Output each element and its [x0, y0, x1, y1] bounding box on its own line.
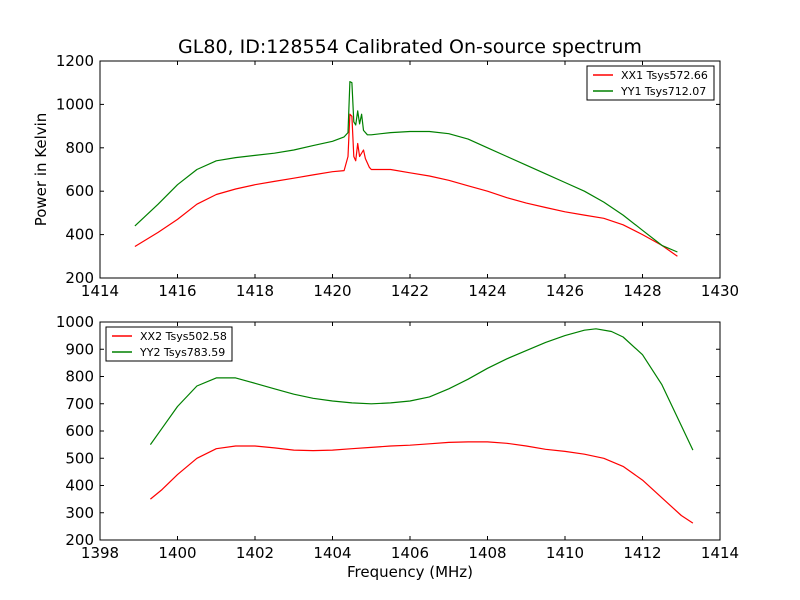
x-tick-label: 1422: [391, 282, 429, 300]
y-tick-label: 300: [65, 504, 94, 522]
y-tick-label: 200: [65, 531, 94, 549]
y-axis-label: Power in Kelvin: [32, 113, 50, 227]
x-axis-label: Frequency (MHz): [347, 563, 473, 581]
bottom-plot: 1398 1400 1402 1404 1406 1408 1410 1412 1414 200 3…: [56, 313, 739, 562]
x-tick-label: 1408: [468, 544, 506, 562]
y-tick-label: 400: [65, 226, 94, 244]
x-tick-label: 1404: [313, 544, 351, 562]
y-tick-label: 800: [65, 368, 94, 386]
y-tick-label: 900: [65, 340, 94, 358]
series-line-1-1: [134, 113, 678, 257]
figure-title: GL80, ID:128554 Calibrated On-source spe…: [178, 36, 642, 58]
y-tick-label: 1200: [56, 52, 94, 70]
x-tick-label: 1400: [158, 544, 196, 562]
x-tick-label: 1416: [158, 282, 196, 300]
y-tick-label: 400: [65, 477, 94, 495]
top-plot: 1414 1416 1418 1420 1422 1424 1426 1428 1430 200 4…: [32, 52, 739, 300]
series-line-2-2: [149, 328, 694, 451]
legend: XX1 Tsys572.66 YY1 Tsys712.07: [586, 65, 715, 101]
x-tick-label: 1414: [701, 544, 739, 562]
y-tick-label: 200: [65, 269, 94, 287]
y-tick-label: 700: [65, 395, 94, 413]
y-tick-label: 1000: [56, 95, 94, 113]
x-tick-label: 1420: [313, 282, 351, 300]
x-tick-label: 1414: [81, 282, 119, 300]
legend-label: XX1 Tsys572.66: [621, 69, 708, 82]
y-tick-label: 600: [65, 182, 94, 200]
legend-label: XX2 Tsys502.58: [140, 330, 227, 343]
x-tick-label: 1398: [81, 544, 119, 562]
y-tick-label: 600: [65, 422, 94, 440]
legend: XX2 Tsys502.58 YY2 Tsys783.59: [105, 326, 233, 362]
x-tick-label: 1410: [546, 544, 584, 562]
legend-box: [105, 326, 233, 362]
x-tick-label: 1428: [623, 282, 661, 300]
series-line-2-1: [150, 441, 694, 524]
y-tick-label: 500: [65, 449, 94, 467]
series-line-1-2: [134, 81, 678, 253]
y-tick-label: 800: [65, 139, 94, 157]
x-tick-label: 1412: [623, 544, 661, 562]
legend-label: YY2 Tsys783.59: [139, 346, 225, 359]
x-tick-label: 1426: [546, 282, 584, 300]
y-tick-label: 1000: [56, 313, 94, 331]
x-tick-label: 1406: [391, 544, 429, 562]
x-tick-label: 1418: [236, 282, 274, 300]
legend-box: [586, 65, 715, 101]
x-tick-label: 1430: [701, 282, 739, 300]
x-tick-label: 1424: [468, 282, 506, 300]
x-tick-label: 1402: [236, 544, 274, 562]
legend-label: YY1 Tsys712.07: [620, 85, 706, 98]
